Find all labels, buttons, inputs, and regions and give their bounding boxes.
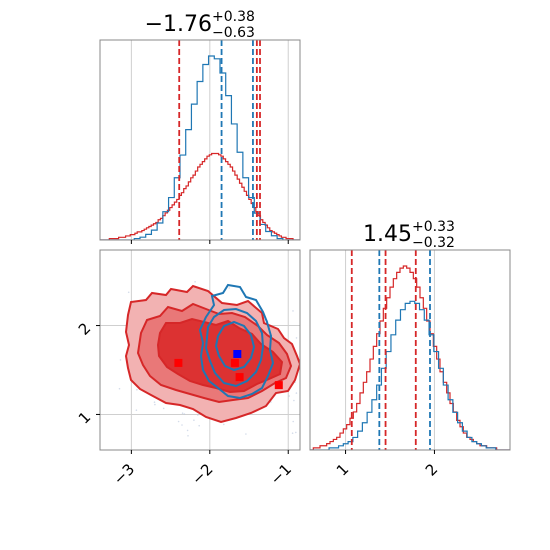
sample-point xyxy=(291,432,294,435)
tick-label-x-joint-1: −2 xyxy=(188,460,216,488)
title-param-0-minus: −0.63 xyxy=(212,25,255,41)
blue-contour-outer xyxy=(198,283,275,400)
marginal-x-panel: −1.76 +0.38 −0.63 xyxy=(99,9,301,244)
tick-label-y-joint-0: 1 xyxy=(75,408,94,427)
peak-marker-0-3 xyxy=(274,381,283,390)
blue-contours xyxy=(198,283,275,400)
peak-markers xyxy=(174,350,283,390)
sample-point xyxy=(127,291,130,294)
sample-point xyxy=(186,429,189,432)
histogram-x-series-1 xyxy=(100,55,300,240)
sample-point xyxy=(292,310,294,312)
sample-point xyxy=(162,407,165,410)
marginal-x-quantile-lines xyxy=(178,40,261,240)
tick-label-y-joint-1: 2 xyxy=(75,319,94,338)
sample-point xyxy=(295,337,298,339)
sample-point xyxy=(154,403,156,406)
sample-point xyxy=(187,435,189,437)
tick-label-x-right-0: 1 xyxy=(333,460,352,479)
sample-point xyxy=(177,420,180,423)
title-param-0-value: −1.76 xyxy=(145,12,212,37)
sample-point xyxy=(183,413,186,415)
sample-point xyxy=(136,388,138,391)
marginal-x-ticks xyxy=(130,240,289,244)
sample-point xyxy=(295,431,297,434)
tick-label-x-joint-2: −1 xyxy=(267,460,295,488)
title-param-0-plus: +0.38 xyxy=(212,9,255,25)
title-param-1-plus: +0.33 xyxy=(412,219,455,235)
blue-contour-middle xyxy=(204,307,265,388)
sample-point xyxy=(194,281,196,283)
sample-point xyxy=(153,401,156,404)
marginal-y-grid xyxy=(345,250,435,450)
peak-marker-1-0 xyxy=(233,350,242,358)
sample-point xyxy=(181,412,184,415)
sample-point xyxy=(223,423,225,426)
sample-point xyxy=(181,424,183,426)
marginal-x-histograms xyxy=(100,55,300,240)
sample-point xyxy=(119,359,122,361)
sample-point xyxy=(228,287,230,289)
histogram-x-series-0 xyxy=(100,152,300,240)
sample-point xyxy=(288,395,291,397)
sample-point xyxy=(245,433,247,435)
title-param-1-minus: −0.32 xyxy=(412,235,455,251)
tick-label-x-right-1: 2 xyxy=(422,460,441,479)
joint-panel: −3 −2 −1 1 2 xyxy=(75,249,301,488)
blue-contour-inner xyxy=(214,320,256,372)
marginal-x-grid xyxy=(130,40,289,240)
title-param-1-value: 1.45 xyxy=(363,222,412,247)
sample-point xyxy=(197,414,199,416)
tick-label-x-joint-0: −3 xyxy=(110,460,138,488)
peak-marker-0-0 xyxy=(174,358,183,367)
sample-point xyxy=(135,409,138,412)
peak-marker-0-2 xyxy=(235,373,244,382)
sample-point xyxy=(198,424,200,427)
sample-point xyxy=(293,399,295,402)
sample-point xyxy=(100,462,102,464)
sample-point xyxy=(295,392,298,394)
red-contours xyxy=(124,284,300,424)
sample-point xyxy=(292,420,295,423)
sample-point xyxy=(193,419,195,422)
sample-point xyxy=(118,387,121,390)
peak-marker-0-1 xyxy=(230,358,239,367)
marginal-y-quantile-lines xyxy=(350,250,431,450)
